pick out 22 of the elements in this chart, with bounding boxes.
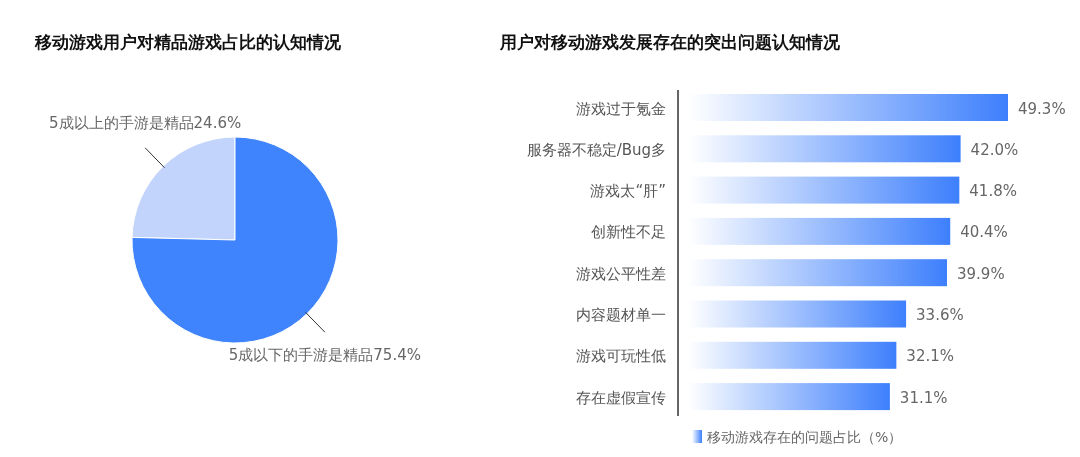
y-tick-label: 内容题材单一 [576, 306, 666, 324]
y-tick-label: 游戏公平性差 [576, 264, 666, 283]
data-label: 49.3% [1018, 99, 1066, 118]
chart-title: 移动游戏用户对精品游戏占比的认知情况 [34, 32, 342, 52]
data-label: 40.4% [960, 223, 1008, 242]
legend-label: 移动游戏存在的问题占比（%） [707, 429, 903, 445]
y-tick-label: 游戏过于氪金 [576, 99, 666, 118]
pie-slice [131, 136, 339, 344]
data-label: 32.1% [906, 347, 955, 366]
data-label: 41.8% [969, 182, 1017, 201]
data-label: 39.9% [956, 264, 1005, 283]
y-tick-label: 存在虚假宣传 [576, 388, 666, 407]
y-tick-label: 创新性不足 [591, 223, 666, 242]
slice-label: 5成以下的手游是精品75.4% [228, 346, 421, 365]
y-tick-label: 服务器不稳定/Bug多 [526, 140, 666, 159]
data-label: 33.6% [916, 306, 964, 324]
chart-title: 用户对移动游戏发展存在的突出问题认知情况 [499, 32, 841, 52]
data-label: 31.1% [899, 388, 948, 407]
y-tick-label: 游戏可玩性低 [576, 347, 666, 366]
y-tick-label: 游戏太“肝” [590, 182, 666, 201]
slice-label: 5成以上的手游是精品24.6% [49, 113, 242, 132]
data-label: 42.0% [970, 140, 1019, 159]
